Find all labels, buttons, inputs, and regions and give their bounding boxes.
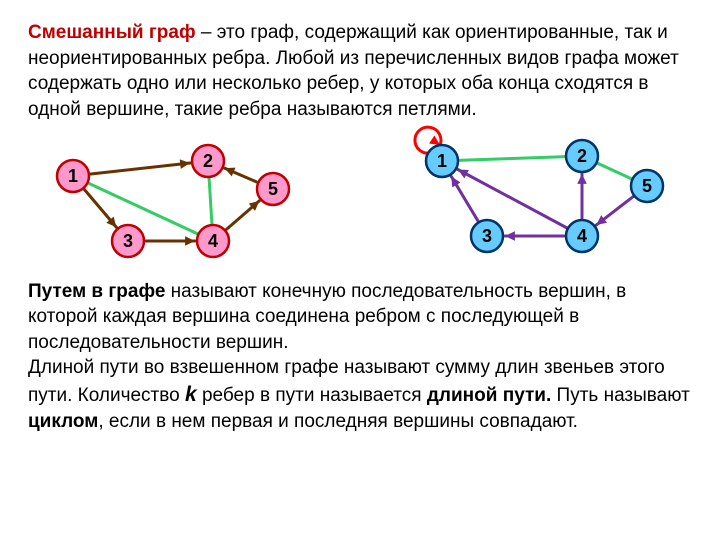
svg-text:3: 3: [482, 226, 492, 246]
svg-text:1: 1: [437, 151, 447, 171]
svg-text:2: 2: [203, 151, 213, 171]
length-end: , если в нем первая и последняя вершины …: [98, 411, 578, 432]
k-var: k: [185, 383, 197, 406]
svg-text:4: 4: [577, 226, 587, 246]
graphs-row: 1 2 3 4 5 1 2 3 4 5: [28, 121, 692, 271]
title-term: Смешанный граф: [28, 22, 196, 43]
length-mid1: ребер в пути называется: [197, 385, 427, 406]
graph-left-svg: 1 2 3 4 5: [28, 121, 318, 271]
length-mid2: Путь называют: [551, 385, 690, 406]
graph-right-box: 1 2 3 4 5: [382, 121, 692, 271]
graph-left-box: 1 2 3 4 5: [28, 121, 318, 271]
cycle-term: циклом: [28, 411, 98, 432]
length-term: длиной пути.: [427, 385, 551, 406]
svg-text:5: 5: [642, 176, 652, 196]
intro-paragraph: Смешанный граф – это граф, содержащий ка…: [28, 20, 692, 123]
path-term: Путем в графе: [28, 281, 165, 302]
svg-text:4: 4: [208, 231, 218, 251]
graph-right-svg: 1 2 3 4 5: [382, 121, 692, 271]
svg-text:3: 3: [123, 231, 133, 251]
svg-text:1: 1: [68, 166, 78, 186]
svg-text:5: 5: [268, 179, 278, 199]
svg-text:2: 2: [577, 146, 587, 166]
definition-paragraph: Путем в графе называют конечную последов…: [28, 279, 692, 436]
